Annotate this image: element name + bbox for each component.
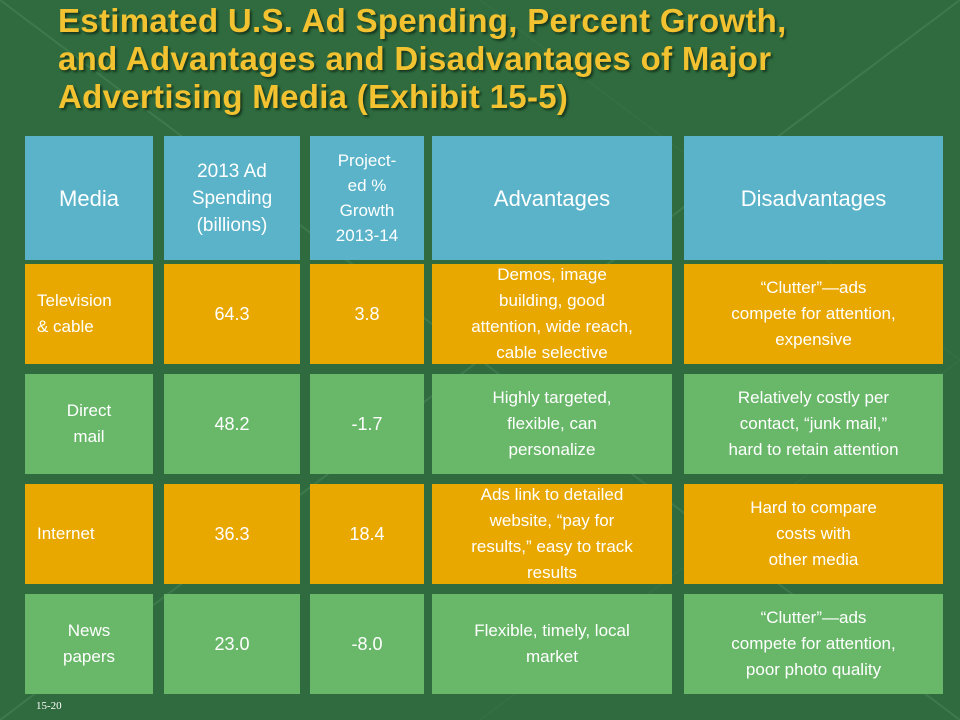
header-media: Media — [25, 136, 153, 260]
row-internet-media: Internet — [25, 484, 153, 584]
row-newspapers-media: News papers — [25, 594, 153, 694]
slide-title: Estimated U.S. Ad Spending, Percent Grow… — [58, 2, 938, 116]
title-line-3: Advertising Media (Exhibit 15-5) — [58, 78, 569, 115]
header-advantages: Advantages — [432, 136, 672, 260]
row-direct-mail-spending: 48.2 — [164, 374, 300, 474]
row-television-growth: 3.8 — [310, 264, 424, 364]
row-television-disadvantages: “Clutter”—ads compete for attention, exp… — [684, 264, 943, 364]
row-direct-mail-advantages: Highly targeted, flexible, can personali… — [432, 374, 672, 474]
row-television-spending: 64.3 — [164, 264, 300, 364]
header-projected-growth: Project- ed % Growth 2013-14 — [310, 136, 424, 260]
row-direct-mail-media: Direct mail — [25, 374, 153, 474]
row-internet-advantages: Ads link to detailed website, “pay for r… — [432, 484, 672, 584]
row-internet-growth: 18.4 — [310, 484, 424, 584]
row-newspapers-growth: -8.0 — [310, 594, 424, 694]
row-newspapers-advantages: Flexible, timely, local market — [432, 594, 672, 694]
row-television-media: Television & cable — [25, 264, 153, 364]
row-internet-spending: 36.3 — [164, 484, 300, 584]
title-line-2: and Advantages and Disadvantages of Majo… — [58, 40, 772, 77]
row-direct-mail-disadvantages: Relatively costly per contact, “junk mai… — [684, 374, 943, 474]
title-line-1: Estimated U.S. Ad Spending, Percent Grow… — [58, 2, 787, 39]
row-television-advantages: Demos, image building, good attention, w… — [432, 264, 672, 364]
row-newspapers-disadvantages: “Clutter”—ads compete for attention, poo… — [684, 594, 943, 694]
row-direct-mail-growth: -1.7 — [310, 374, 424, 474]
row-internet-disadvantages: Hard to compare costs with other media — [684, 484, 943, 584]
header-disadvantages: Disadvantages — [684, 136, 943, 260]
slide-number: 15-20 — [36, 700, 62, 712]
header-ad-spending: 2013 Ad Spending (billions) — [164, 136, 300, 260]
row-newspapers-spending: 23.0 — [164, 594, 300, 694]
